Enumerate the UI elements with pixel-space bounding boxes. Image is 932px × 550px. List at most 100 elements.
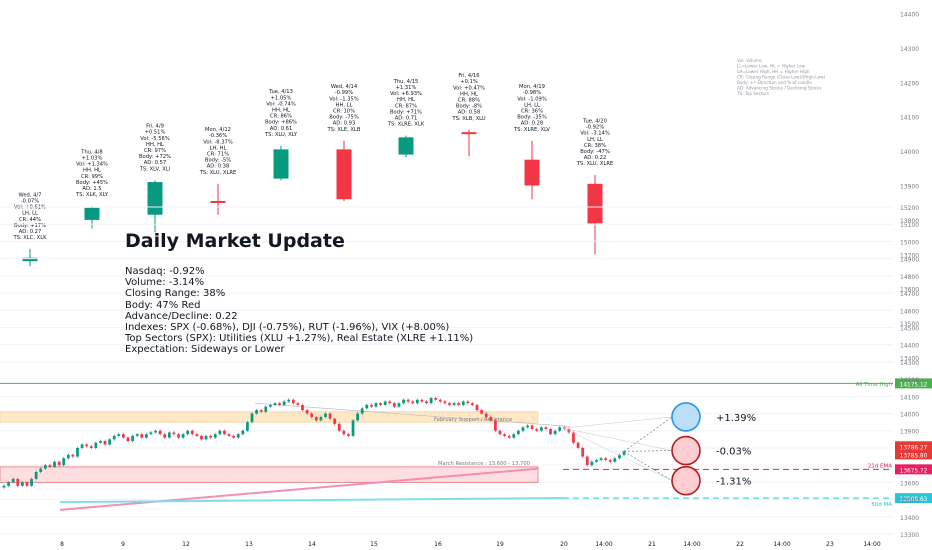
price-candle-body [227, 434, 231, 436]
price-candle-body [521, 427, 525, 431]
candle-label: +1.03% [82, 156, 103, 162]
price-candle-body [379, 403, 382, 405]
price-candle-body [232, 435, 236, 438]
price-candle-body [246, 422, 249, 431]
candle-label: Body: -5% [205, 158, 231, 164]
price-candle-body [503, 434, 506, 436]
price-candle-body [305, 410, 309, 414]
price-tick-label: 14300 [900, 46, 919, 53]
price-candle-body [415, 399, 419, 404]
candle-label: +0.1% [460, 79, 478, 85]
price-candle-body [264, 406, 268, 412]
price-tick-label: 14800 [900, 274, 919, 281]
price-candle-body [71, 454, 75, 457]
price-tick-label: 13600 [900, 480, 919, 487]
candle-body [524, 159, 540, 186]
x-tick-label: 21 [648, 541, 656, 548]
price-candle-body [429, 398, 433, 404]
price-tick-label: 14400 [900, 343, 919, 350]
price-tick-label: 13500 [900, 498, 919, 505]
price-candle-body [250, 413, 254, 423]
scenario-label: -1.31% [716, 477, 751, 488]
price-candle-body [85, 444, 89, 447]
candle-label: Body: +71% [390, 109, 422, 115]
price-candle-body [314, 416, 318, 421]
price-tag [895, 449, 932, 460]
x-tick-label: 16 [434, 541, 442, 548]
price-candle-body [131, 435, 134, 442]
price-candle-body [200, 435, 203, 440]
candle-label: Body: -35% [517, 115, 547, 121]
price-tick-label: 13400 [900, 515, 919, 522]
price-candle-body [392, 403, 396, 407]
price-candle-body [11, 478, 15, 483]
candle-label: Body: -75% [329, 115, 359, 121]
x-tick-label: 14:00 [773, 541, 790, 548]
price-tick-label: 14100 [900, 394, 919, 401]
price-candle-body [117, 434, 121, 436]
candle-label: Fri, 4/16 [458, 73, 479, 79]
candle-label: Body: +86% [265, 120, 297, 126]
legend-item: LL=Lower Low, HL = Higher Low [737, 64, 806, 69]
price-candle-body [172, 432, 176, 435]
price-candle-body [218, 430, 222, 435]
price-tick-label: 13900 [900, 429, 919, 436]
candle-label: Fri, 4/9 [146, 124, 164, 130]
scenario-label: -0.03% [716, 447, 751, 458]
price-tag [895, 441, 932, 452]
candle-label: TS: XLB, XLU [451, 116, 485, 122]
price-tag-label: 13786.27 [900, 445, 928, 451]
price-tick-label: 14500 [900, 325, 919, 332]
candle-label: -0.99% [335, 90, 353, 96]
price-tick-label: 14700 [900, 291, 919, 298]
price-candle-body [365, 404, 369, 409]
x-tick-label: 19 [496, 541, 504, 548]
price-candle-body [613, 458, 617, 462]
price-candle-body [268, 404, 272, 407]
info-line: Closing Range: 38% [125, 288, 226, 300]
candle-label: AD: 1.5 [82, 186, 101, 192]
candle-label: LH, LL [587, 137, 603, 143]
x-tick-label: 23 [826, 541, 834, 548]
price-candle-body [122, 434, 125, 438]
price-tick-label: 15200 [900, 205, 919, 212]
price-candle-body [484, 413, 488, 417]
candle-label: HH, HL [272, 108, 290, 114]
candle-label: CR: 97% [144, 148, 166, 154]
price-tick-label: 14000 [900, 412, 919, 419]
price-candle-body [167, 432, 171, 438]
price-candle-body [7, 482, 10, 486]
price-candle-body [177, 434, 180, 438]
candle-label: Vol: -1.35% [329, 96, 359, 102]
info-line: Top Sectors (SPX): Utilities (XLU +1.27%… [125, 333, 474, 345]
price-candle-body [622, 451, 626, 455]
price-candle-body [489, 416, 493, 421]
price-candle-body [585, 456, 589, 466]
candle-label: Vol: -5.56% [140, 136, 170, 142]
price-candle-body [149, 432, 153, 435]
candle-label: TS: XLU, XLRE [576, 161, 613, 167]
level-tag-label: 14175.12 [900, 382, 928, 388]
price-candle-body [126, 437, 130, 442]
candle-label: Vol: -0.74% [266, 101, 296, 107]
price-candle-body [553, 430, 557, 435]
price-candle-body [112, 435, 116, 440]
candle-label: -0.36% [209, 133, 227, 139]
price-candle-body [406, 399, 410, 402]
price-candle-body [356, 413, 360, 421]
price-candle-body [181, 434, 185, 438]
price-tick-label: 14200 [900, 377, 919, 384]
legend-item: LH=Lower High, HH = Higher High [737, 69, 810, 74]
scenario-label: +1.39% [716, 413, 756, 424]
price-candle-body [287, 399, 291, 402]
info-line: Advance/Decline: 0.22 [125, 310, 238, 322]
price-candle-body [310, 413, 314, 417]
candle-label: LH, LL [524, 102, 540, 108]
x-tick-label: 14:00 [863, 541, 880, 548]
candle-label: Body: -8% [456, 104, 482, 110]
candle-label: AD: 0.58 [458, 110, 481, 116]
candle-label: Tue, 4/20 [582, 118, 607, 124]
price-candle-body [144, 434, 148, 438]
candle-body [84, 207, 100, 220]
